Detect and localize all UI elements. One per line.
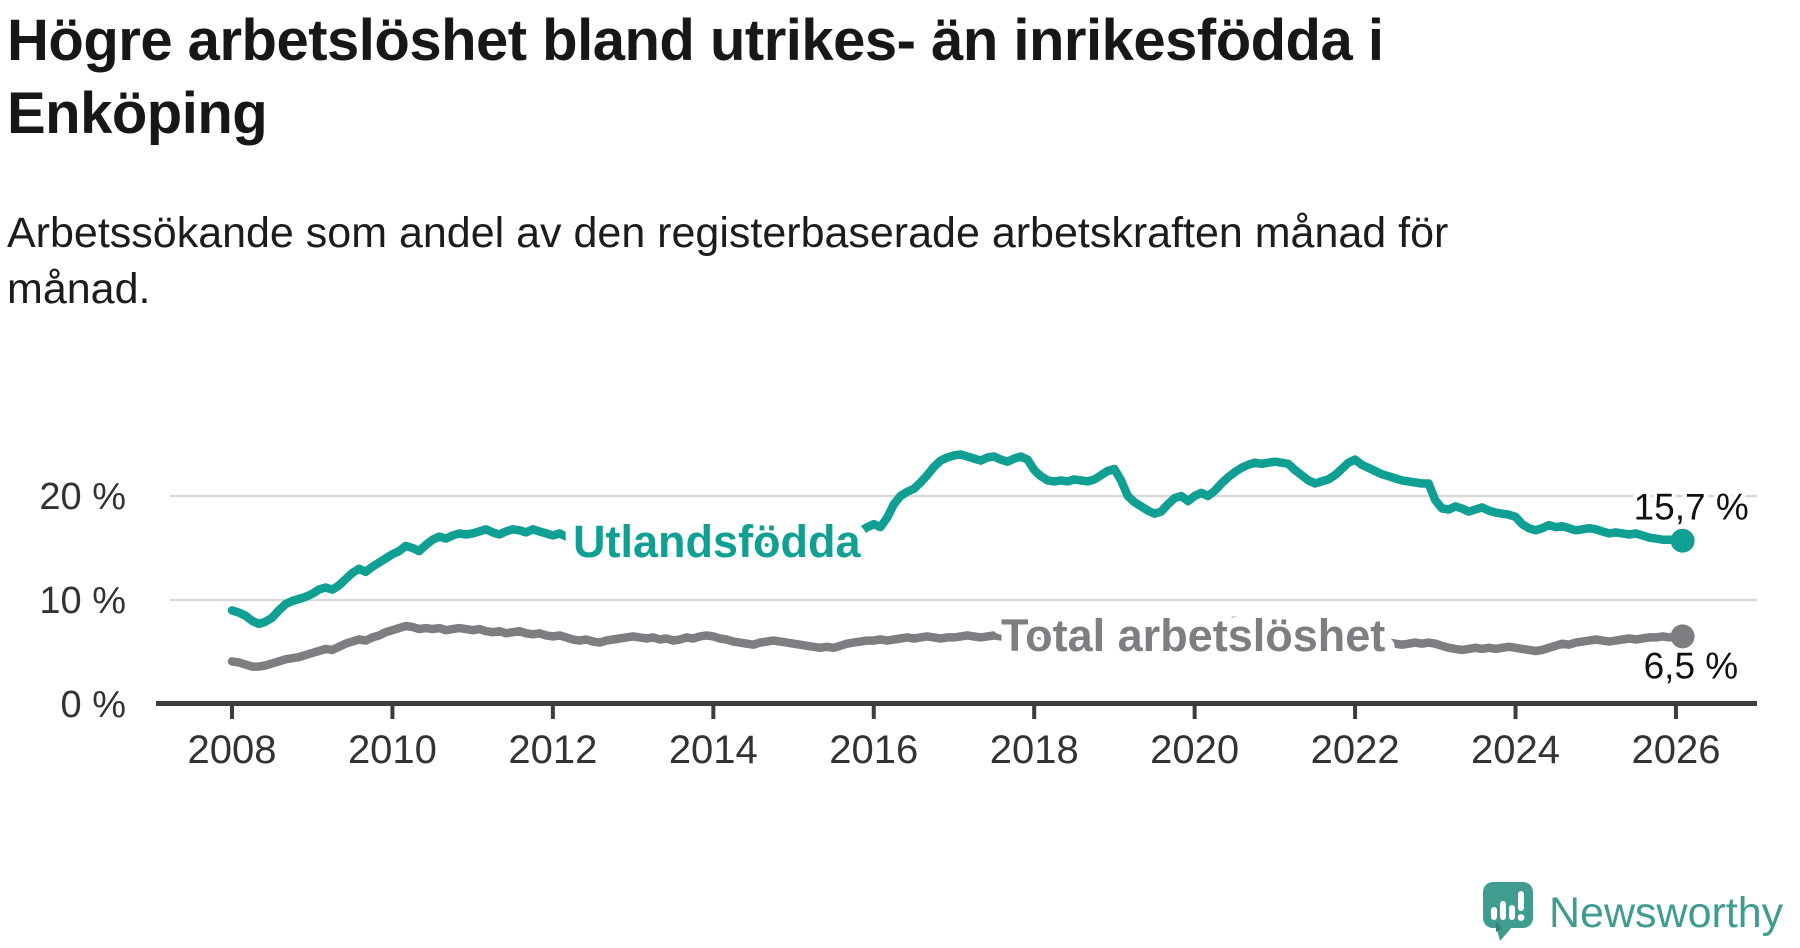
x-tick-label-2020: 2020 bbox=[1150, 728, 1239, 772]
newsworthy-logo-icon bbox=[1483, 882, 1533, 941]
newsworthy-logo: Newsworthy bbox=[1483, 880, 1795, 946]
x-tick-label-2016: 2016 bbox=[829, 728, 918, 772]
x-tick-label-2012: 2012 bbox=[508, 728, 597, 772]
chart-title-line-2: Enköping bbox=[7, 81, 268, 147]
series-end-dot-total bbox=[1670, 624, 1695, 649]
chart-subtitle: Arbetssökande som andel av den registerb… bbox=[7, 206, 1448, 318]
series-end-value-total: 6,5 % bbox=[1644, 645, 1739, 686]
x-tick-label-2010: 2010 bbox=[348, 728, 437, 772]
series-label-utlandsfodda: Utlandsfödda bbox=[573, 516, 861, 567]
chart-title: Högre arbetslöshet bland utrikes- än inr… bbox=[7, 4, 1384, 150]
chart-subtitle-line-1: Arbetssökande som andel av den registerb… bbox=[7, 209, 1449, 257]
series-end-value-utlandsfodda: 15,7 % bbox=[1634, 487, 1749, 528]
chart-subtitle-line-2: månad. bbox=[7, 264, 151, 313]
series-end-dot-utlandsfodda bbox=[1670, 528, 1695, 553]
x-tick-label-2024: 2024 bbox=[1471, 728, 1560, 772]
series-line-utlandsfodda bbox=[227, 450, 1687, 629]
y-tick-label-0: 0 % bbox=[61, 684, 126, 726]
x-tick-label-2008: 2008 bbox=[188, 728, 277, 772]
series-label-total: Total arbetslöshet bbox=[1001, 610, 1385, 661]
x-tick-label-2018: 2018 bbox=[990, 728, 1079, 772]
x-tick-label-2022: 2022 bbox=[1311, 728, 1400, 772]
x-tick-label-2026: 2026 bbox=[1631, 728, 1720, 772]
y-tick-label-10: 10 % bbox=[39, 580, 126, 622]
x-tick-label-2014: 2014 bbox=[669, 728, 758, 772]
chart-title-line-1: Högre arbetslöshet bland utrikes- än inr… bbox=[7, 8, 1384, 73]
newsworthy-logo-text: Newsworthy bbox=[1549, 888, 1784, 937]
y-tick-label-20: 20 % bbox=[39, 476, 126, 518]
series-line-total bbox=[227, 616, 1687, 671]
